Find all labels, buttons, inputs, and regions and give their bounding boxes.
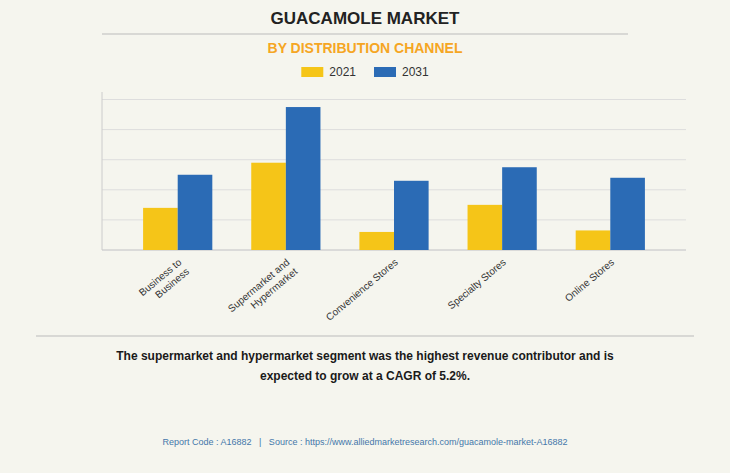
legend-swatch — [301, 67, 323, 77]
title: GUACAMOLE MARKET — [271, 9, 460, 28]
grid-line — [102, 159, 686, 160]
text-line: Business — [153, 266, 191, 301]
x-tick-label: Business toBusiness — [137, 256, 192, 307]
x-tick-label: Specialty Stores — [446, 257, 508, 312]
legend-swatch — [374, 67, 396, 77]
bar — [143, 208, 178, 250]
text-line: expected to grow at a CAGR of 5.2%. — [260, 369, 470, 383]
text-line: Online Stores — [563, 257, 616, 304]
text-line: Specialty Stores — [446, 257, 508, 312]
y-axis-line — [102, 92, 103, 250]
bar — [610, 178, 645, 250]
text-line: Convenience Stores — [324, 257, 400, 323]
bar — [394, 181, 429, 250]
subtitle: BY DISTRIBUTION CHANNEL — [268, 40, 463, 56]
bar — [178, 175, 213, 250]
text-line: The supermarket and hypermarket segment … — [116, 349, 614, 363]
grid-line — [102, 129, 686, 130]
grid-line — [102, 99, 686, 100]
footer-rule — [36, 336, 694, 337]
x-tick-label: Online Stores — [563, 257, 616, 304]
footer-text: The supermarket and hypermarket segment … — [116, 349, 614, 383]
bar — [286, 107, 321, 250]
legend-label: 2031 — [402, 65, 429, 79]
report-text: Report Code : A16882 | Source : https://… — [162, 437, 567, 447]
text-line: Hypermarket — [249, 266, 300, 311]
bar — [576, 230, 611, 250]
legend-item: 2021 — [301, 65, 356, 79]
bar — [468, 205, 503, 250]
bar — [359, 232, 394, 250]
bars — [143, 107, 645, 250]
x-tick-label: Supermarket andHypermarket — [226, 256, 300, 323]
legend-item: 2031 — [374, 65, 429, 79]
x-tick-label: Convenience Stores — [324, 257, 400, 323]
chart-svg: GUACAMOLE MARKET BY DISTRIBUTION CHANNEL 2… — [0, 0, 730, 473]
legend-label: 2021 — [329, 65, 356, 79]
legend: 2021 2031 — [301, 65, 429, 79]
title-rule — [102, 34, 628, 35]
bar — [251, 163, 286, 250]
bar — [502, 167, 537, 250]
background — [0, 0, 730, 473]
